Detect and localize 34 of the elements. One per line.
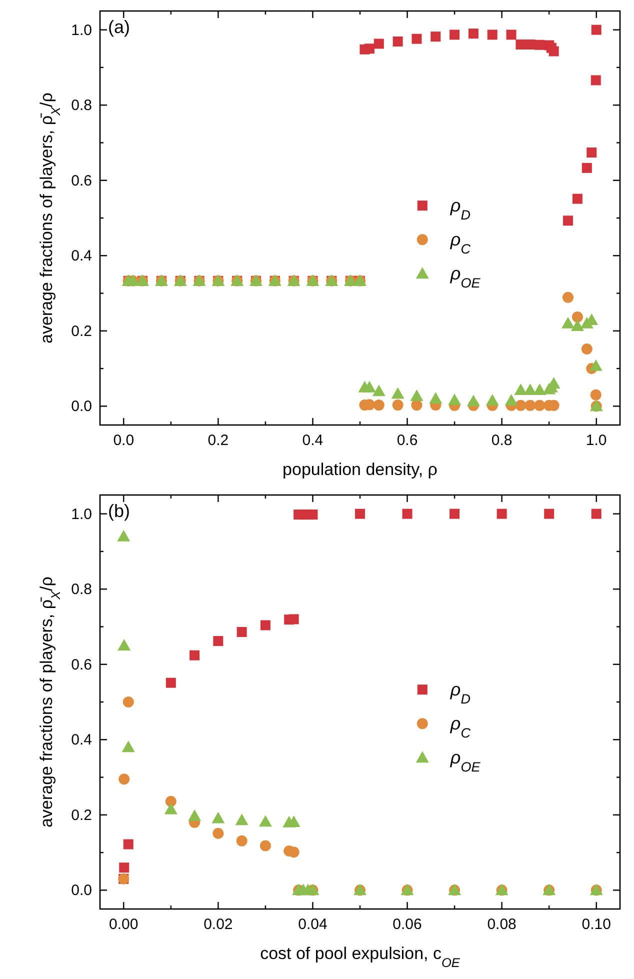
x-tick-label: 0.10: [582, 916, 611, 933]
legend-label: ρ$_{OE}$: [449, 264, 482, 290]
y-tick-label: 0.0: [71, 882, 92, 900]
y-tick-label: 0.4: [71, 732, 92, 749]
y-tick-label: 0.6: [71, 656, 92, 674]
x-tick-label: 1.0: [586, 432, 607, 449]
y-tick-label: 0.6: [71, 172, 92, 190]
x-tick-label: 0.0: [113, 432, 134, 449]
legend-label: ρ$_{C}$: [449, 230, 471, 256]
legend-label: ρ$_{C}$: [449, 714, 471, 740]
y-tick-label: 0.8: [71, 97, 92, 114]
x-tick-label: 0.08: [487, 916, 516, 933]
x-tick-label: 0.06: [392, 916, 422, 933]
y-tick-label: 0.8: [71, 581, 92, 598]
x-tick-label: 0.02: [204, 916, 233, 933]
y-tick-label: 1.0: [71, 22, 92, 39]
x-tick-label: 0.6: [396, 432, 418, 449]
legend-label: ρ$_{OE}$: [449, 748, 482, 774]
y-tick-label: 0.4: [71, 248, 92, 265]
y-tick-label: 1.0: [71, 506, 92, 523]
x-tick-label: 0.00: [109, 916, 138, 933]
y-tick-label: 0.2: [71, 322, 92, 340]
x-tick-label: 0.2: [208, 432, 229, 449]
x-tick-label: 0.4: [302, 432, 324, 449]
legend-label: ρ$_{D}$: [449, 680, 471, 706]
x-axis-title: cost of pool expulsion, c$_{OE}$: [260, 944, 460, 970]
legend-label: ρ$_{D}$: [449, 196, 471, 222]
y-tick-label: 0.2: [71, 806, 92, 824]
chart-title: (a): [108, 17, 130, 37]
x-tick-label: 0.8: [491, 432, 512, 449]
y-tick-label: 0.0: [71, 398, 92, 416]
chart-title: (b): [108, 501, 130, 521]
x-tick-label: 0.04: [298, 916, 328, 933]
x-axis-title: population density, ρ: [282, 460, 438, 479]
